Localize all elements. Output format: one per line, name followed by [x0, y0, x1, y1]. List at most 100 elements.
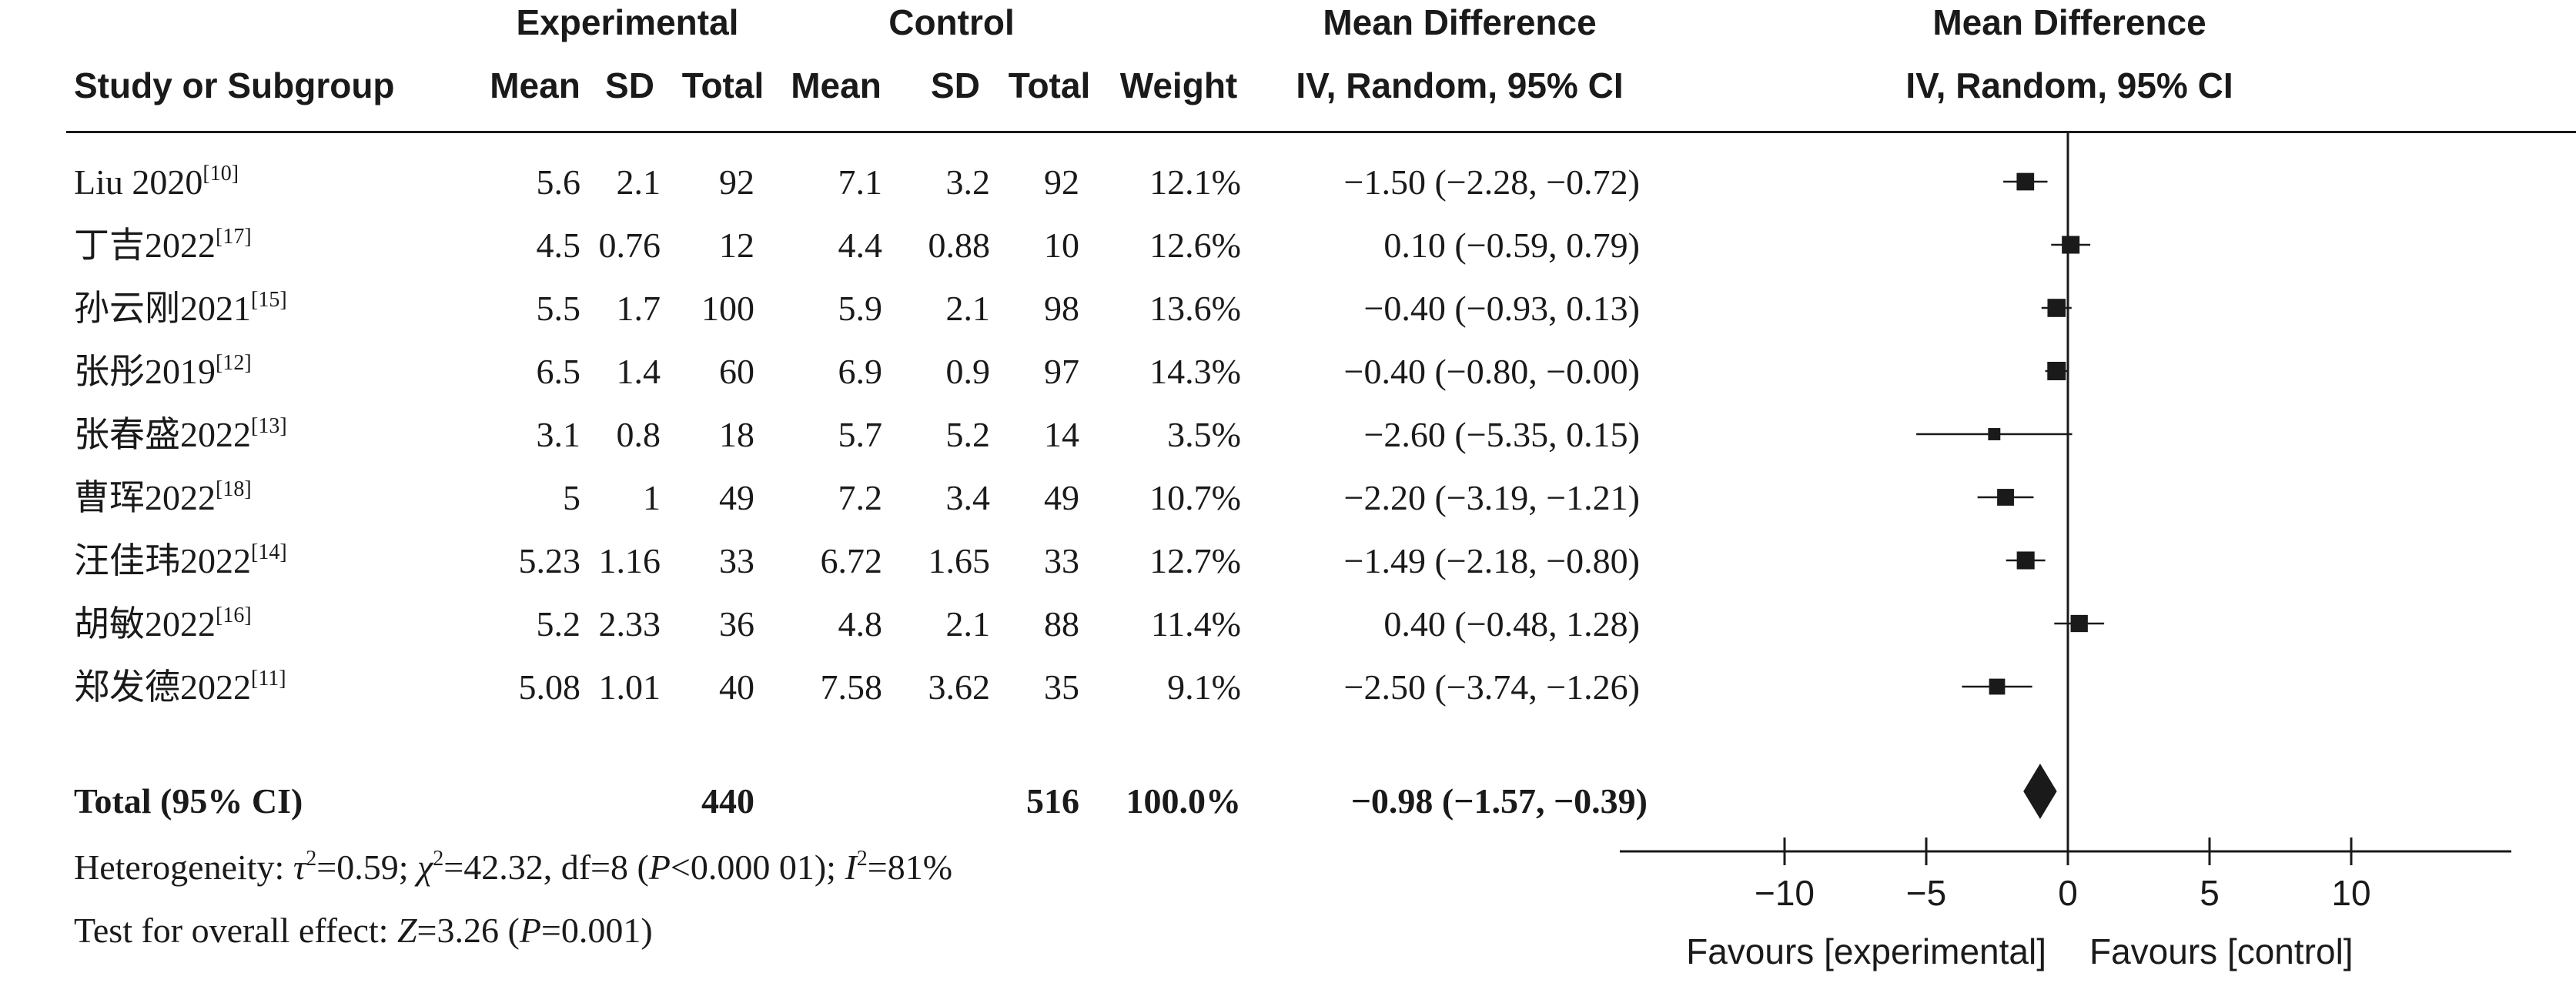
study-effect-square [1997, 489, 2014, 506]
control-mean: 4.4 [838, 226, 883, 265]
experimental-total: 18 [719, 415, 754, 454]
study-reference: [12] [216, 351, 252, 375]
experimental-sd: 1.7 [616, 289, 661, 328]
overall-p-value: =0.001) [540, 911, 653, 950]
i-symbol: I [845, 848, 857, 887]
control-sd: 5.2 [945, 415, 991, 454]
x-axis-tick-label: 10 [2331, 873, 2370, 913]
overall-effect-label: Test for overall effect: [74, 911, 397, 950]
experimental-total: 40 [719, 667, 754, 707]
study-mean-difference-ci: −2.60 (−5.35, 0.15) [1363, 415, 1640, 454]
experimental-mean: 5.5 [536, 289, 581, 328]
plot-method-header: IV, Random, 95% CI [1905, 65, 2233, 105]
control-sd: 3.4 [945, 478, 991, 517]
experimental-sd: 1.16 [598, 541, 661, 580]
heterogeneity-p-value: <0.000 01); [670, 848, 845, 887]
study-mean-difference-ci: 0.40 (−0.48, 1.28) [1383, 604, 1640, 644]
study-name: 孙云刚2021[15] [74, 289, 287, 326]
x-axis-tick-label: −5 [1906, 873, 1946, 913]
study-name: 胡敏2022[16] [74, 605, 252, 642]
study-weight: 9.1% [1167, 667, 1241, 707]
p-symbol: P [519, 911, 541, 950]
control-sd: 3.62 [928, 667, 991, 707]
p-symbol: P [648, 848, 671, 887]
study-name: Liu 2020[10] [74, 162, 239, 202]
study-mean-difference-ci: −2.50 (−3.74, −1.26) [1343, 667, 1640, 707]
experimental-total: 92 [719, 162, 754, 202]
study-name: 汪佳玮2022[14] [74, 540, 287, 579]
study-weight: 12.1% [1149, 162, 1241, 202]
i-squared-value: =81% [867, 848, 953, 887]
control-sd: 1.65 [928, 541, 991, 580]
study-column-header: Study or Subgroup [74, 65, 395, 105]
study-name-text: Liu 2020 [74, 162, 203, 202]
control-sd: 2.1 [945, 604, 991, 644]
study-weight: 11.4% [1150, 604, 1241, 644]
heterogeneity-statistics: Heterogeneity: τ2=0.59; χ2=42.32, df=8 (… [74, 848, 953, 887]
study-name: 张春盛2022[13] [74, 414, 287, 453]
favours-control-label: Favours [control] [2089, 931, 2354, 971]
study-mean-difference-ci: −1.49 (−2.18, −0.80) [1343, 541, 1640, 580]
experimental-mean: 5.23 [518, 541, 581, 580]
control-total: 35 [1044, 667, 1079, 707]
control-sd: 3.2 [945, 162, 991, 202]
study-name: 张彤2019[12] [74, 351, 252, 390]
experimental-mean: 6.5 [536, 352, 581, 391]
study-mean-difference-ci: −0.40 (−0.93, 0.13) [1363, 289, 1640, 328]
study-effect-square [1989, 678, 2006, 695]
control-mean: 6.72 [820, 541, 883, 580]
study-reference: [14] [251, 540, 287, 564]
control-total: 97 [1044, 352, 1079, 391]
study-effect-square [2047, 299, 2066, 317]
experimental-mean: 4.5 [536, 226, 581, 265]
control-grand-total: 516 [1026, 781, 1079, 821]
header-rule [66, 131, 2576, 133]
control-mean-header: Mean [791, 65, 882, 105]
study-mean-difference-ci: 0.10 (−0.59, 0.79) [1383, 226, 1640, 265]
study-weight: 12.7% [1149, 541, 1241, 580]
study-name: 郑发德2022[11] [74, 668, 286, 705]
study-weight: 14.3% [1149, 352, 1241, 391]
study-name-text: 曹珲2022 [74, 478, 216, 517]
chi-symbol: χ [417, 848, 433, 887]
study-effect-square [2070, 614, 2088, 633]
experimental-sd: 1 [643, 478, 661, 517]
control-total: 98 [1044, 289, 1079, 328]
control-mean: 5.7 [838, 415, 883, 454]
pooled-effect-diamond [2023, 764, 2057, 819]
x-axis-tick-label: 5 [2200, 873, 2220, 913]
weight-header: Weight [1119, 65, 1238, 105]
experimental-total: 100 [701, 289, 754, 328]
x-axis-tick-label: 0 [2058, 873, 2078, 913]
study-reference: [18] [216, 477, 252, 501]
study-effect-square [1988, 428, 2001, 440]
control-group-header: Control [888, 2, 1015, 42]
control-sd: 0.88 [928, 226, 991, 265]
experimental-sd: 0.76 [598, 226, 661, 265]
experimental-grand-total: 440 [701, 781, 754, 821]
tau-squared-value: =0.59; [316, 848, 418, 887]
experimental-sd: 0.8 [616, 415, 661, 454]
study-name: 曹珲2022[18] [74, 477, 252, 517]
experimental-total: 12 [719, 226, 754, 265]
x-axis-tick-label: −10 [1755, 873, 1815, 913]
experimental-sd: 2.33 [598, 604, 661, 644]
control-total: 92 [1044, 162, 1079, 202]
control-mean: 7.58 [820, 667, 883, 707]
experimental-total-header: Total [681, 65, 764, 105]
heterogeneity-label: Heterogeneity: [74, 848, 293, 887]
total-label: Total (95% CI) [74, 781, 303, 821]
control-total: 14 [1044, 415, 1079, 454]
control-sd: 2.1 [945, 289, 991, 328]
study-mean-difference-ci: −1.50 (−2.28, −0.72) [1343, 162, 1640, 202]
study-reference: [13] [251, 414, 287, 438]
experimental-mean: 5.08 [518, 667, 581, 707]
control-mean: 7.1 [838, 162, 883, 202]
z-value: =3.26 ( [417, 911, 520, 950]
experimental-mean: 5 [563, 478, 580, 517]
control-sd: 0.9 [945, 352, 991, 391]
pooled-mean-difference-ci: −0.98 (−1.57, −0.39) [1350, 781, 1648, 821]
experimental-mean-header: Mean [490, 65, 580, 105]
